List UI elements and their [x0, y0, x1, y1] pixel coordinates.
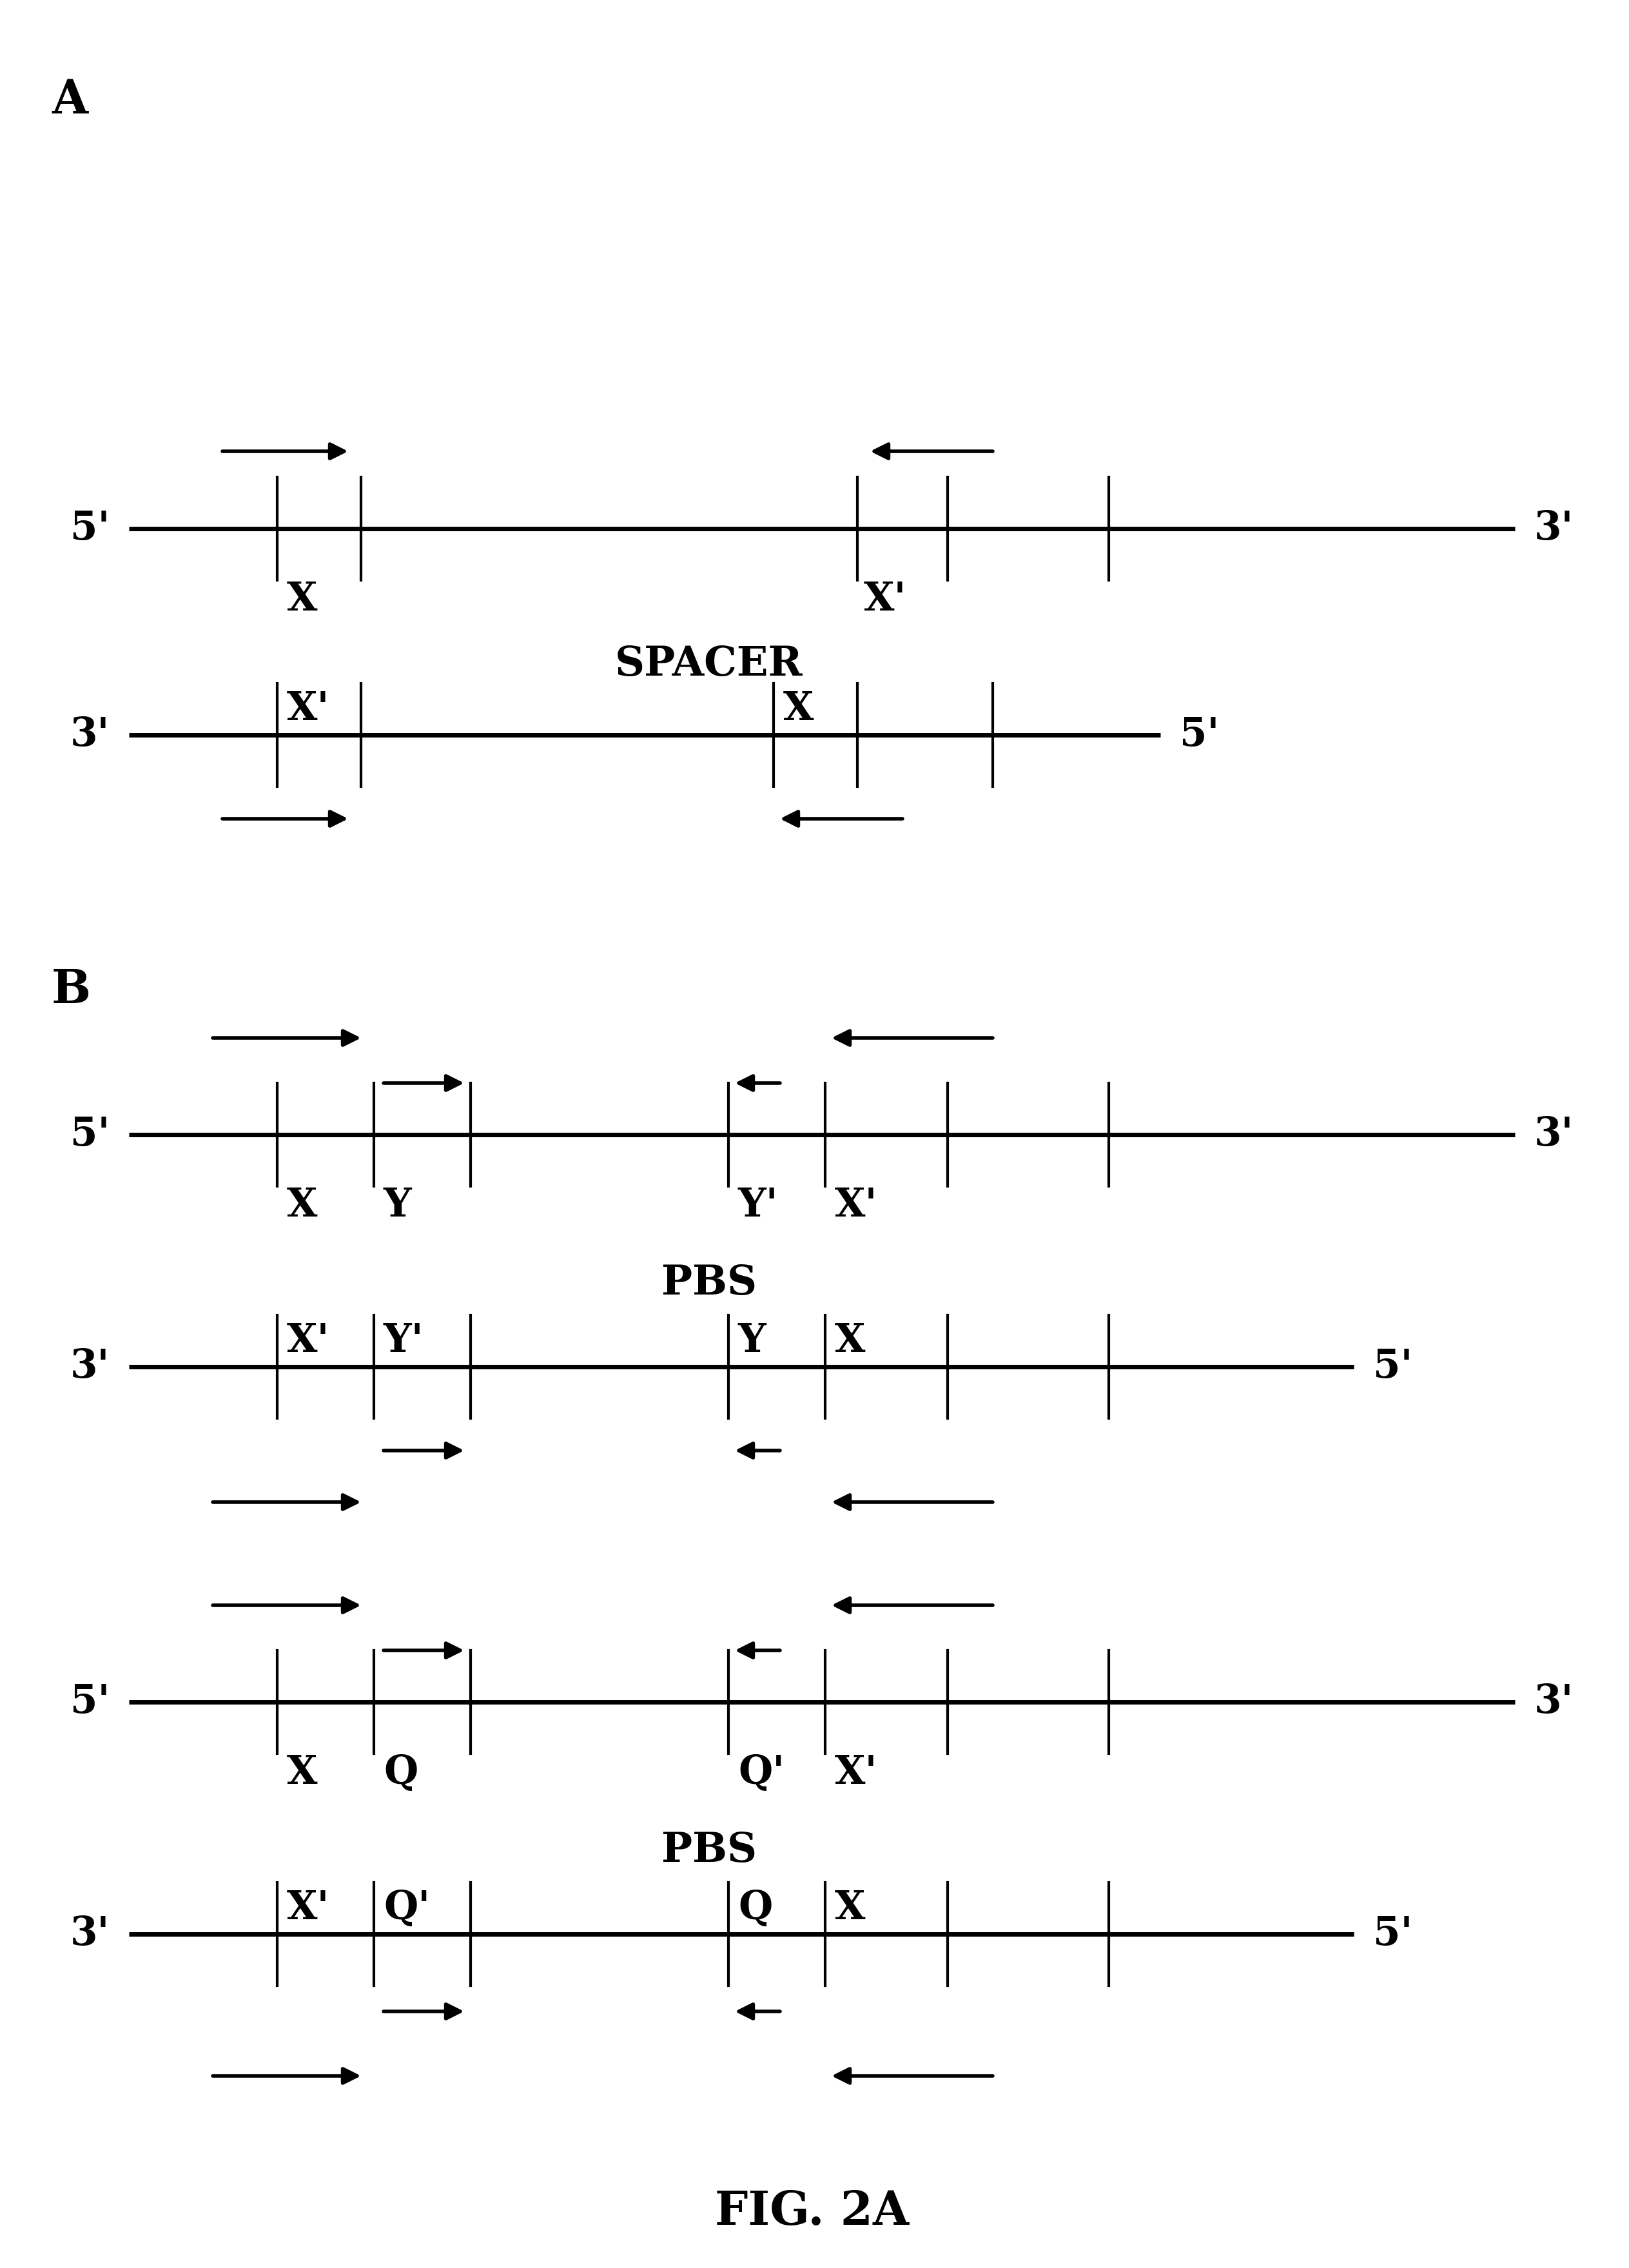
Text: 3': 3'	[70, 1914, 109, 1953]
Text: SPACER: SPACER	[616, 644, 803, 685]
Text: 3': 3'	[70, 717, 109, 755]
Text: Q': Q'	[738, 1753, 785, 1792]
Text: A: A	[52, 77, 88, 122]
Text: X': X'	[834, 1186, 878, 1225]
Text: X: X	[834, 1889, 865, 1928]
Text: Y: Y	[383, 1186, 412, 1225]
Text: X: X	[287, 1186, 318, 1225]
Text: FIG. 2A: FIG. 2A	[715, 2189, 909, 2234]
Text: X: X	[287, 1753, 318, 1792]
Text: 3': 3'	[1535, 510, 1574, 549]
Text: 5': 5'	[1373, 1347, 1412, 1386]
Text: 5': 5'	[1373, 1914, 1412, 1953]
Text: X: X	[287, 581, 318, 619]
Text: Y': Y'	[738, 1186, 779, 1225]
Text: 5': 5'	[70, 1683, 109, 1721]
Text: Y': Y'	[383, 1322, 424, 1361]
Text: X': X'	[287, 689, 329, 728]
Text: 3': 3'	[1535, 1116, 1574, 1154]
Text: 3': 3'	[1535, 1683, 1574, 1721]
Text: X': X'	[287, 1889, 329, 1928]
Text: X: X	[834, 1322, 865, 1361]
Text: Q: Q	[383, 1753, 419, 1792]
Text: X': X'	[834, 1753, 878, 1792]
Text: PBS: PBS	[661, 1263, 757, 1302]
Text: 5': 5'	[70, 510, 109, 549]
Text: 5': 5'	[70, 1116, 109, 1154]
Text: Q': Q'	[383, 1889, 430, 1928]
Text: X: X	[784, 689, 814, 728]
Text: 3': 3'	[70, 1347, 109, 1386]
Text: PBS: PBS	[661, 1830, 757, 1871]
Text: Y: Y	[738, 1322, 766, 1361]
Text: B: B	[52, 966, 91, 1014]
Text: 5': 5'	[1179, 717, 1218, 755]
Text: Q: Q	[738, 1889, 772, 1928]
Text: X': X'	[863, 581, 907, 619]
Text: X': X'	[287, 1322, 329, 1361]
